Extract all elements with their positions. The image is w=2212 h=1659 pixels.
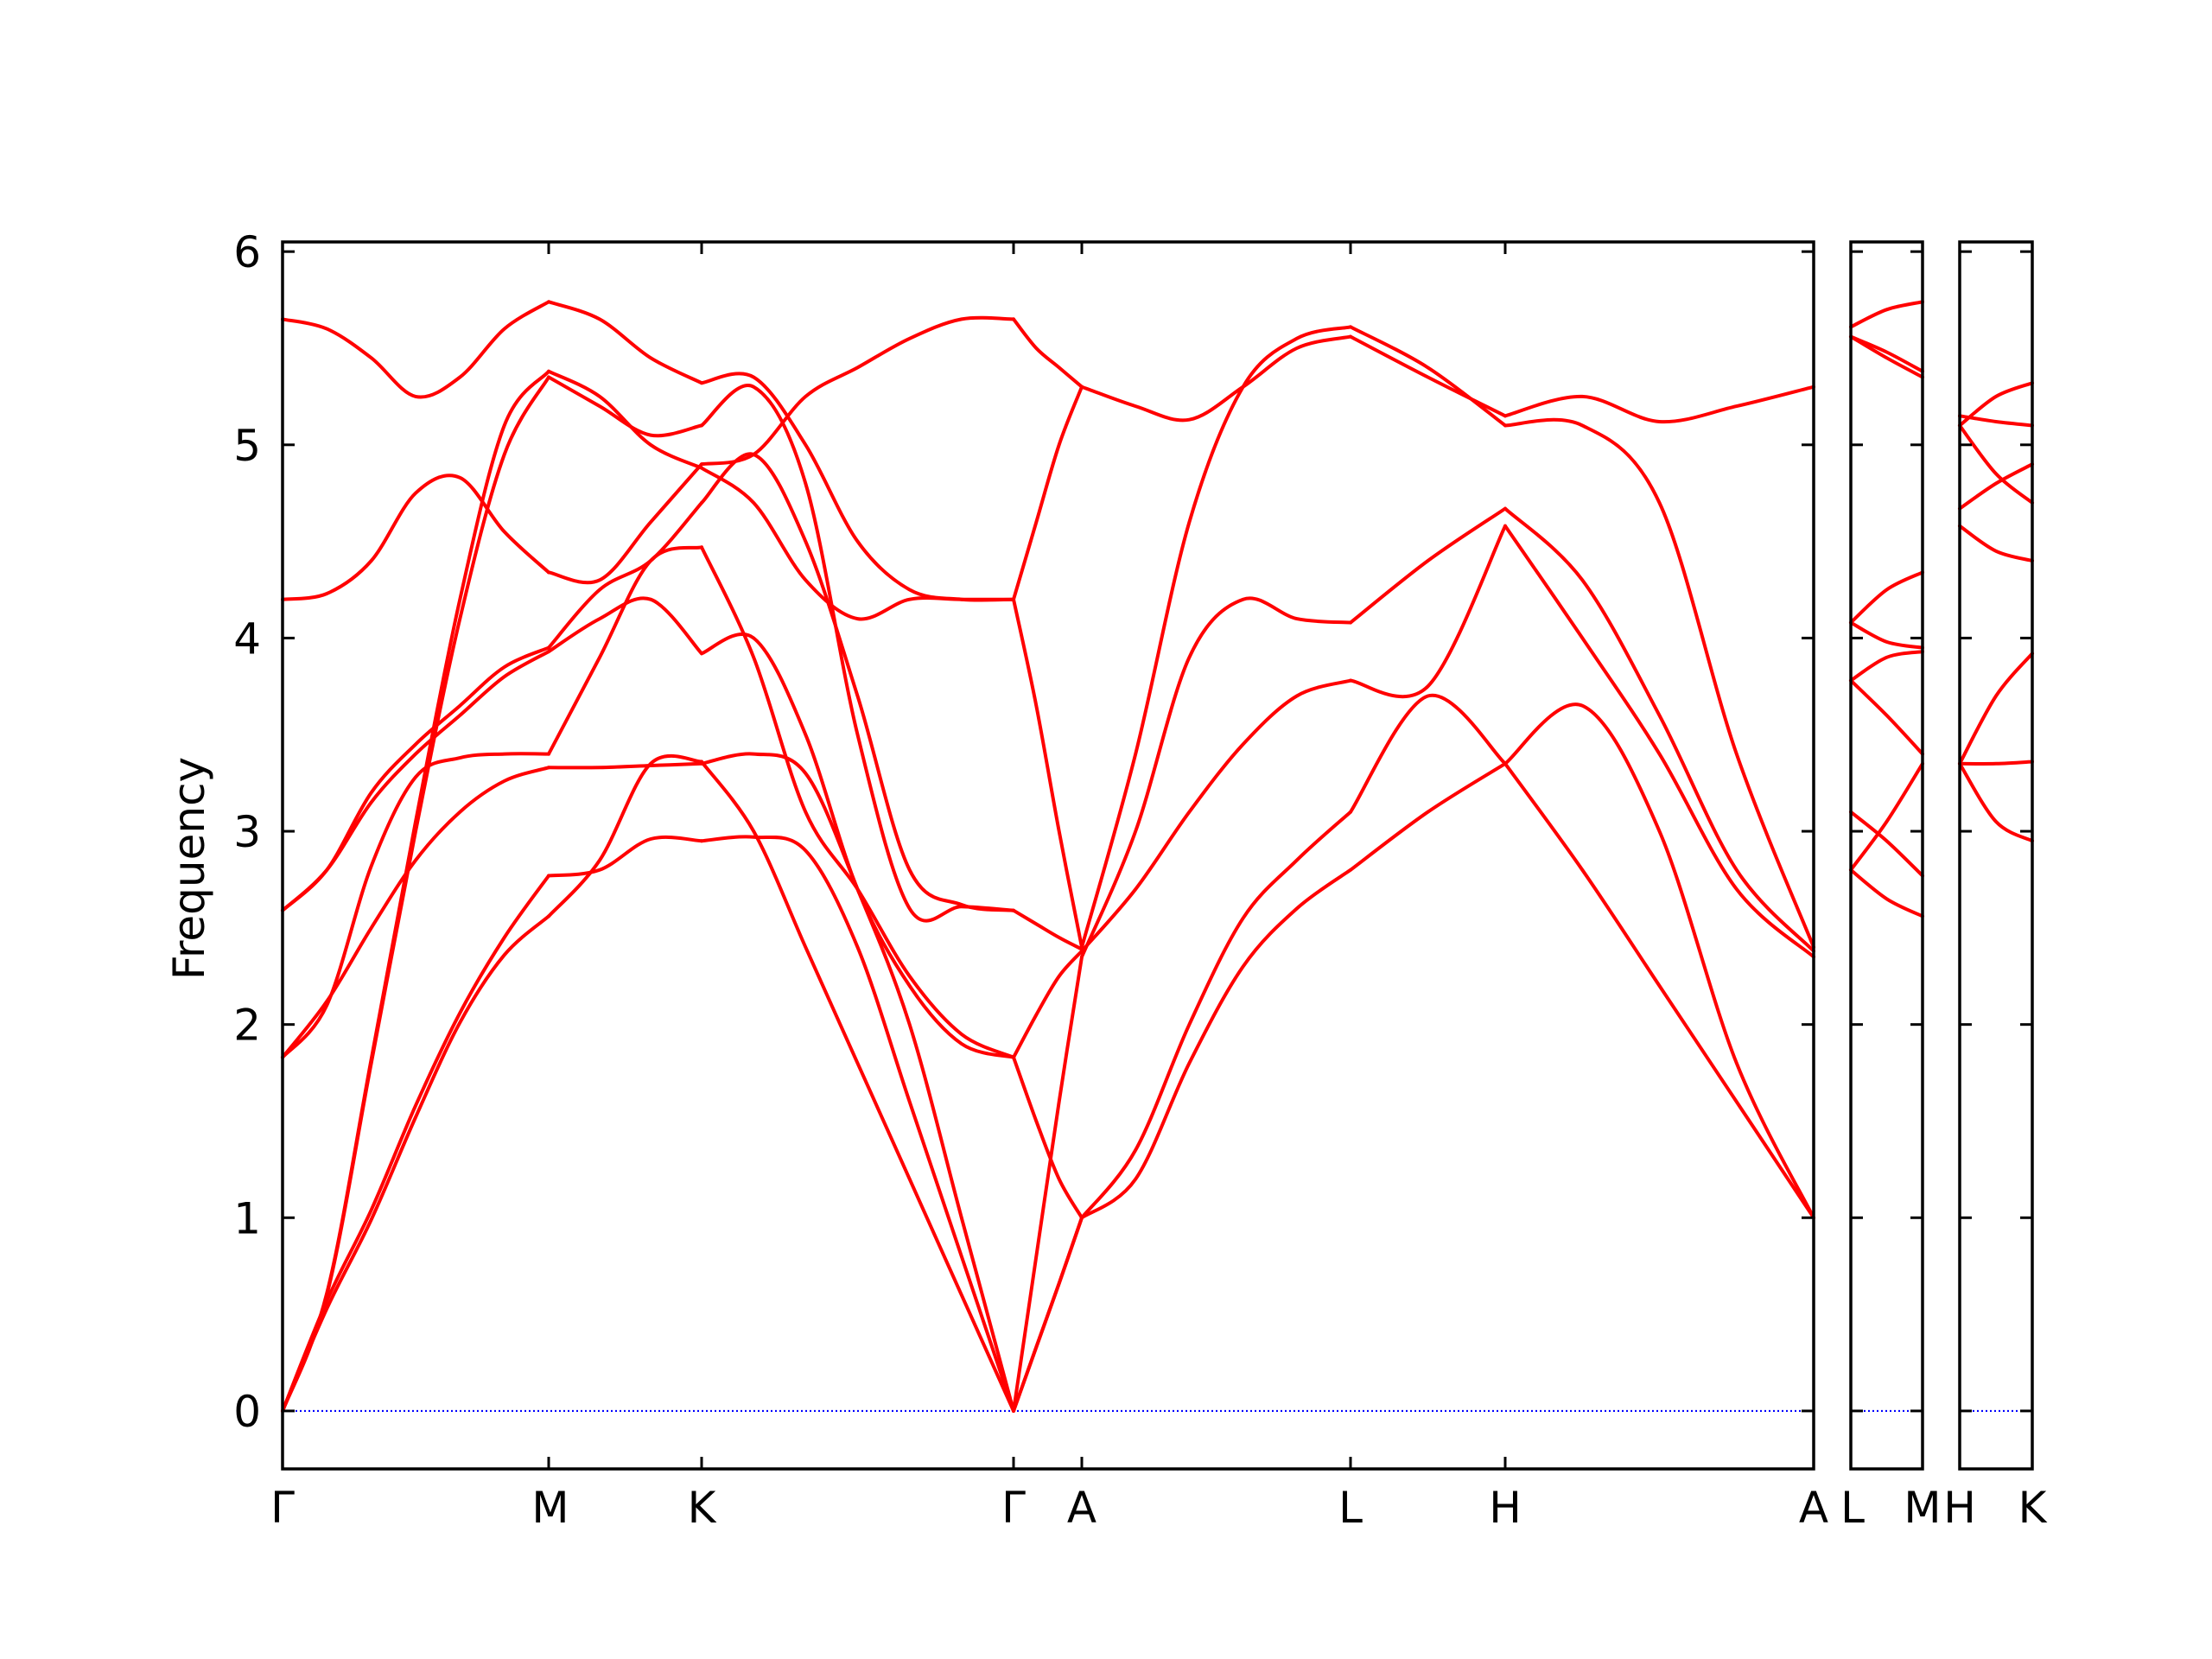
band-line-L-H-1 xyxy=(1349,693,1507,814)
y-tick-label: 1 xyxy=(233,1193,261,1243)
panel-frame-2 xyxy=(1849,240,1924,1471)
band-line-Γ-A-8 xyxy=(1012,317,1084,389)
band-line-L-M-2 xyxy=(1849,810,1924,878)
band-line-H-A-5 xyxy=(1503,385,1815,424)
band-line-Γ-A-3 xyxy=(1012,1055,1084,1220)
band-line-Γ-M-0 xyxy=(281,914,550,1413)
band-line-L-M-0 xyxy=(1849,868,1924,918)
band-line-Γ-M-5 xyxy=(281,645,550,912)
bands-layer xyxy=(281,300,2034,1413)
band-line-M-K-5 xyxy=(547,500,703,650)
band-line-M-K-6 xyxy=(547,375,703,438)
x-tick-label: M xyxy=(1904,1483,1941,1533)
band-line-H-A-2 xyxy=(1503,524,1815,959)
band-line-A-L-3 xyxy=(1080,596,1352,959)
y-tick-label: 5 xyxy=(233,421,261,471)
band-line-Γ-A-4 xyxy=(1012,949,1084,1059)
band-line-L-H-3 xyxy=(1349,506,1507,625)
band-line-K-Γ-1 xyxy=(700,835,1015,1413)
x-tick-label: Γ xyxy=(270,1483,295,1533)
band-line-Γ-M-9 xyxy=(281,300,550,399)
band-line-H-K-3 xyxy=(1958,524,2034,563)
panel-frames xyxy=(281,240,2034,1471)
band-line-L-M-4 xyxy=(1849,650,1924,683)
band-line-A-L-2 xyxy=(1080,678,1352,953)
y-axis-label: Frequency xyxy=(164,757,214,980)
x-tick-label: K xyxy=(688,1483,717,1533)
band-line-M-K-2 xyxy=(547,761,703,770)
band-line-K-Γ-0 xyxy=(700,760,1015,1413)
band-line-H-K-4 xyxy=(1958,462,2034,511)
band-line-K-Γ-3 xyxy=(700,545,1015,1059)
y-tick-label: 4 xyxy=(233,613,261,664)
x-tick-label: A xyxy=(1799,1483,1828,1533)
band-line-M-K-1 xyxy=(547,835,703,878)
y-tick-label: 3 xyxy=(233,807,261,857)
x-tick-label: H xyxy=(1489,1483,1522,1533)
band-line-K-Γ-5 xyxy=(700,452,1015,912)
y-tick-label: 2 xyxy=(233,1001,261,1051)
band-line-K-Γ-2 xyxy=(700,752,1015,1413)
band-line-Γ-M-7 xyxy=(281,369,550,1413)
band-line-Γ-M-1 xyxy=(281,874,550,1413)
band-line-A-L-1 xyxy=(1080,810,1352,1220)
band-line-Γ-A-2 xyxy=(1012,955,1084,1413)
band-line-H-A-4 xyxy=(1503,417,1815,950)
band-line-H-A-1 xyxy=(1503,702,1815,1220)
band-line-M-K-4 xyxy=(547,596,703,656)
ticks-layer xyxy=(281,242,2034,1469)
x-tick-label: Γ xyxy=(1001,1483,1026,1533)
band-line-Γ-M-6 xyxy=(281,375,550,1413)
band-line-L-M-1 xyxy=(1849,761,1924,872)
band-line-A-L-5 xyxy=(1080,334,1352,423)
x-tick-label: A xyxy=(1067,1483,1096,1533)
band-line-L-H-5 xyxy=(1349,334,1507,418)
band-line-L-M-6 xyxy=(1849,570,1924,625)
band-line-Γ-A-5 xyxy=(1012,908,1084,951)
band-line-L-H-4 xyxy=(1349,325,1507,428)
band-line-A-L-0 xyxy=(1080,868,1352,1220)
band-line-H-A-3 xyxy=(1503,506,1815,953)
y-tick-label: 0 xyxy=(233,1387,261,1437)
band-line-L-H-0 xyxy=(1349,761,1507,872)
x-tick-label: K xyxy=(2018,1483,2048,1533)
band-line-Γ-M-3 xyxy=(281,752,550,1059)
band-line-H-A-0 xyxy=(1503,761,1815,1220)
panel-frame-1 xyxy=(281,240,1815,1471)
band-line-H-K-1 xyxy=(1958,760,2034,766)
panel-frame-3 xyxy=(1958,240,2034,1471)
band-line-L-M-8 xyxy=(1849,334,1924,373)
band-line-K-Γ-6 xyxy=(700,384,1015,923)
band-line-M-K-8 xyxy=(547,462,703,585)
band-line-A-L-4 xyxy=(1080,325,1352,950)
x-tick-label: M xyxy=(531,1483,569,1533)
band-line-Γ-A-1 xyxy=(1012,1216,1084,1413)
band-line-M-K-9 xyxy=(547,300,703,385)
band-line-H-K-2 xyxy=(1958,652,2034,766)
band-line-H-K-7 xyxy=(1958,414,2034,428)
band-line-Γ-A-7 xyxy=(1012,385,1084,601)
band-line-K-Γ-9 xyxy=(700,372,1015,602)
band-line-L-H-2 xyxy=(1349,524,1507,699)
band-line-M-K-3 xyxy=(547,545,703,756)
band-line-Γ-M-4 xyxy=(281,650,550,912)
x-tick-label: L xyxy=(1840,1483,1865,1533)
band-line-L-M-3 xyxy=(1849,678,1924,756)
band-line-L-M-9 xyxy=(1849,300,1924,329)
band-line-M-K-0 xyxy=(547,753,703,918)
x-tick-label: H xyxy=(1943,1483,1976,1533)
band-line-L-M-5 xyxy=(1849,620,1924,650)
band-line-K-Γ-4 xyxy=(700,632,1015,1059)
band-line-M-K-7 xyxy=(547,369,703,470)
band-line-Γ-A-6 xyxy=(1012,597,1084,950)
band-line-H-K-0 xyxy=(1958,761,2034,843)
x-tick-label: L xyxy=(1338,1483,1363,1533)
band-line-K-Γ-8 xyxy=(700,315,1015,467)
y-tick-label: 6 xyxy=(233,227,261,277)
band-line-Γ-M-8 xyxy=(281,474,550,601)
band-line-H-K-5 xyxy=(1958,423,2034,505)
